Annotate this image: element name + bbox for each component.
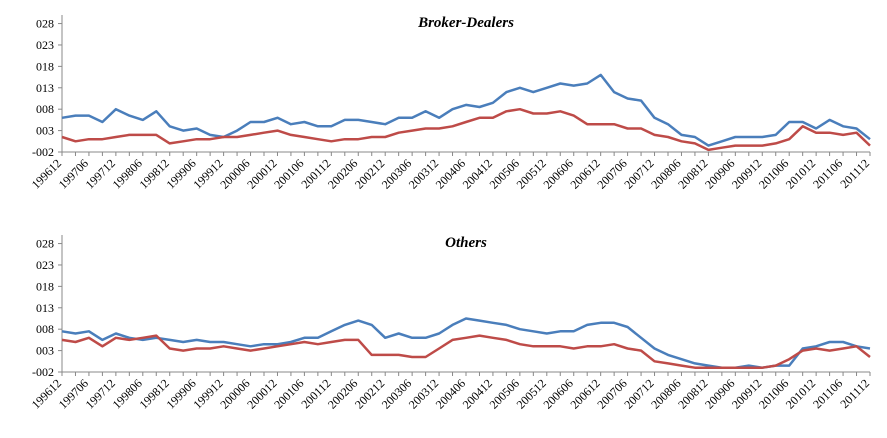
x-tick-label: 201106 — [810, 376, 845, 411]
x-tick-label: 200712 — [621, 376, 656, 411]
y-tick-label: 018 — [36, 279, 54, 293]
x-tick-label: 201112 — [837, 376, 872, 411]
x-tick-label: 199712 — [83, 156, 118, 191]
x-tick-label: 200912 — [729, 376, 764, 411]
y-tick-label: 023 — [36, 38, 54, 52]
x-tick-label: 200512 — [514, 376, 549, 411]
x-tick-label: 199806 — [110, 376, 145, 411]
x-tick-label: 200406 — [433, 156, 468, 191]
y-tick-label: 013 — [36, 301, 54, 315]
x-tick-label: 200306 — [379, 376, 414, 411]
x-tick-label: 199812 — [136, 376, 171, 411]
x-tick-label: 201012 — [783, 376, 818, 411]
x-tick-label: 200806 — [648, 156, 683, 191]
x-tick-label: 200312 — [406, 156, 441, 191]
y-tick-label: 028 — [36, 237, 54, 251]
x-tick-label: 199612 — [29, 376, 64, 411]
x-tick-label: 199806 — [110, 156, 145, 191]
x-tick-label: 200906 — [702, 376, 737, 411]
series-line — [61, 73, 871, 147]
x-tick-label: 200106 — [271, 156, 306, 191]
x-tick-label: 200912 — [729, 156, 764, 191]
x-tick-label: 199812 — [136, 156, 171, 191]
x-tick-label: 200212 — [352, 156, 387, 191]
x-tick-label: 200206 — [325, 376, 360, 411]
chart-title: Broker-Dealers — [417, 15, 514, 31]
chart-title: Others — [445, 235, 487, 251]
x-tick-label: 201012 — [783, 156, 818, 191]
x-tick-label: 200012 — [244, 376, 279, 411]
x-tick-label: 200812 — [675, 156, 710, 191]
x-tick-label: 200706 — [594, 376, 629, 411]
x-tick-label: 199906 — [163, 156, 198, 191]
x-tick-label: 200512 — [514, 156, 549, 191]
x-tick-label: 201106 — [810, 156, 845, 191]
y-tick-label: 023 — [36, 258, 54, 272]
y-tick-label: -002 — [32, 145, 54, 159]
x-tick-label: 200606 — [540, 156, 575, 191]
x-tick-label: 199912 — [190, 376, 225, 411]
x-tick-label: 200412 — [460, 156, 495, 191]
y-tick-label: 003 — [36, 124, 54, 138]
y-tick-label: 008 — [36, 102, 54, 116]
y-tick-label: 013 — [36, 81, 54, 95]
x-tick-label: 199712 — [83, 376, 118, 411]
x-tick-label: 199906 — [163, 376, 198, 411]
y-tick-label: 028 — [36, 17, 54, 31]
x-tick-label: 200812 — [675, 376, 710, 411]
x-tick-label: 201112 — [837, 156, 872, 191]
x-tick-label: 199706 — [56, 156, 91, 191]
x-tick-label: 199912 — [190, 156, 225, 191]
x-tick-label: 200012 — [244, 156, 279, 191]
x-tick-label: 200412 — [460, 376, 495, 411]
y-tick-label: 018 — [36, 59, 54, 73]
x-tick-label: 200906 — [702, 156, 737, 191]
x-tick-label: 200306 — [379, 156, 414, 191]
x-tick-label: 200406 — [433, 376, 468, 411]
x-tick-label: 200006 — [217, 376, 252, 411]
x-tick-label: 200312 — [406, 376, 441, 411]
x-tick-label: 200706 — [594, 156, 629, 191]
series-line — [61, 334, 871, 369]
x-tick-label: 201006 — [756, 376, 791, 411]
x-tick-label: 200712 — [621, 156, 656, 191]
x-tick-label: 200106 — [271, 376, 306, 411]
x-tick-label: 199706 — [56, 376, 91, 411]
x-tick-label: 200612 — [567, 156, 602, 191]
x-tick-label: 200006 — [217, 156, 252, 191]
x-tick-label: 200506 — [487, 156, 522, 191]
x-tick-label: 200212 — [352, 376, 387, 411]
series-line — [61, 107, 871, 152]
x-tick-label: 200806 — [648, 376, 683, 411]
x-tick-label: 199612 — [29, 156, 64, 191]
x-tick-label: 201006 — [756, 156, 791, 191]
y-tick-label: -002 — [32, 365, 54, 379]
x-tick-label: 200606 — [540, 376, 575, 411]
series-line — [61, 317, 871, 369]
y-tick-label: 008 — [36, 322, 54, 336]
x-tick-label: 200206 — [325, 156, 360, 191]
x-tick-label: 200506 — [487, 376, 522, 411]
y-tick-label: 003 — [36, 344, 54, 358]
x-tick-label: 200612 — [567, 376, 602, 411]
